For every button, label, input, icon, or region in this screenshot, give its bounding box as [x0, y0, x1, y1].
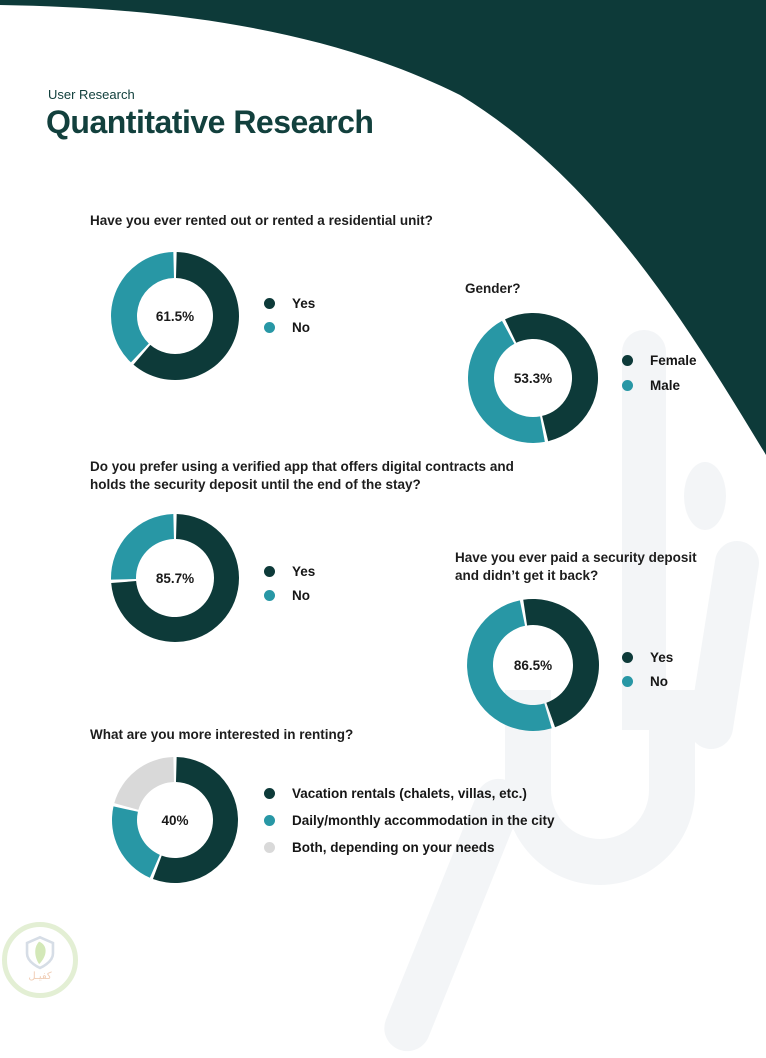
- dark-corner-shape: [0, 0, 766, 455]
- calligraphy-watermark-dot: [684, 462, 726, 530]
- logo-arabic-text: كفيـل: [28, 971, 52, 982]
- shield-leaf-icon: [25, 935, 55, 970]
- kafeel-logo-watermark: كفيـل: [2, 922, 78, 998]
- calligraphy-watermark-band: [622, 330, 666, 730]
- eyebrow-label: User Research: [48, 87, 135, 102]
- page-title: Quantitative Research: [46, 104, 374, 140]
- calligraphy-watermark-band: [685, 537, 763, 753]
- calligraphy-watermark-u-shape: [505, 690, 695, 885]
- calligraphy-watermark-stroke: [377, 771, 529, 1058]
